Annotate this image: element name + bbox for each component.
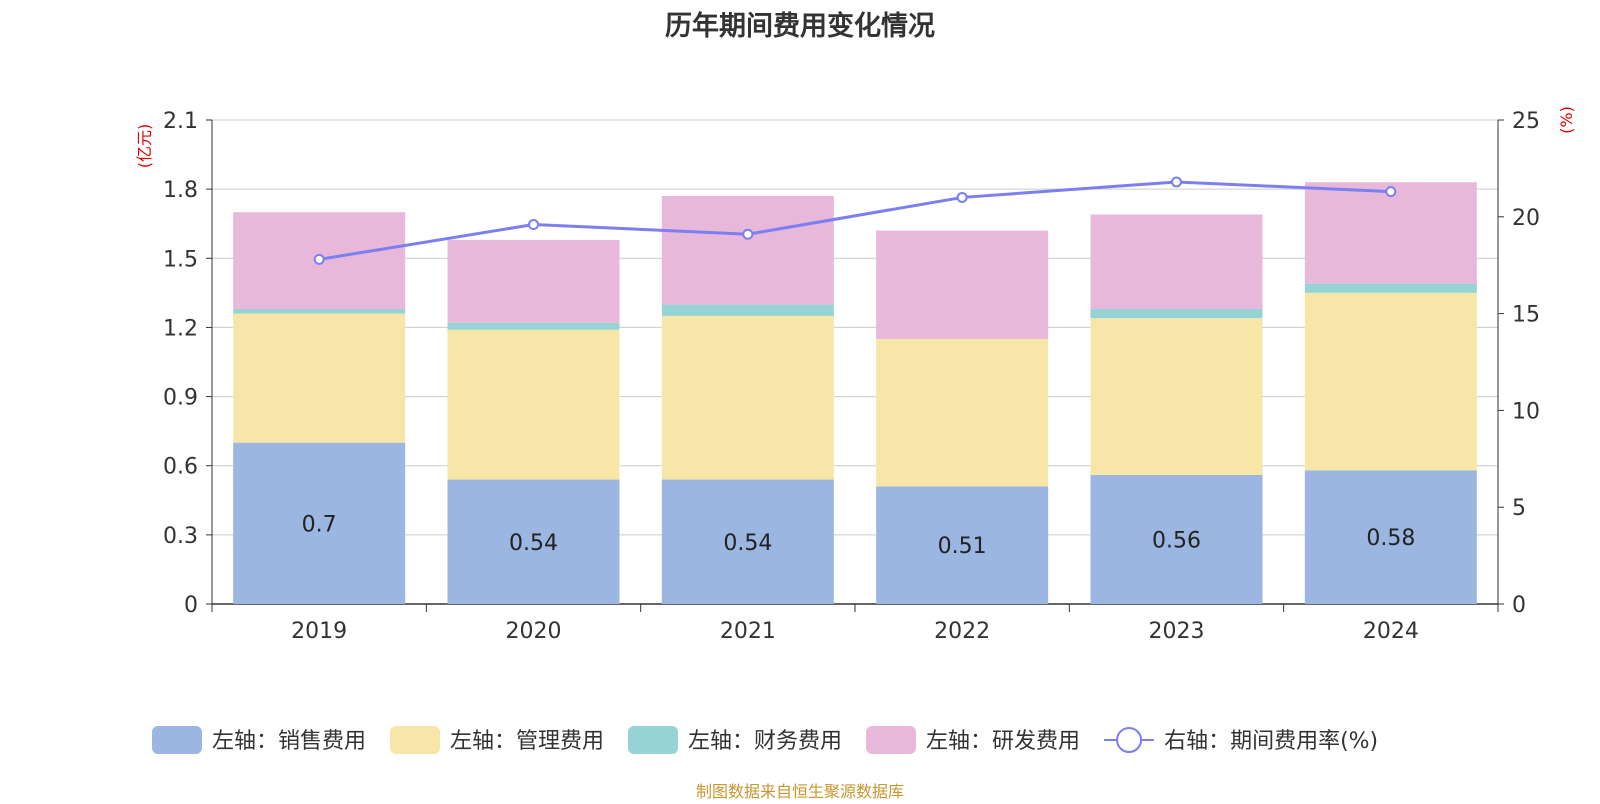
- chart-title: 历年期间费用变化情况: [665, 11, 935, 42]
- y-left-tick-label: 0.9: [163, 386, 198, 411]
- y-right-tick-label: 0: [1512, 593, 1526, 618]
- bar-segment-2: [233, 313, 406, 443]
- rate-point: [528, 219, 539, 231]
- y-left-tick-label: 0.3: [163, 524, 198, 549]
- legend-label: 左轴：销售费用: [212, 729, 366, 754]
- y-left-tick-label: 2.1: [163, 109, 198, 134]
- bar-segment-2: [661, 315, 834, 480]
- y-right-tick-label: 15: [1512, 303, 1540, 328]
- bar-segment-1: [661, 479, 834, 604]
- rate-line: [318, 180, 1391, 261]
- rate-point: [1385, 186, 1397, 198]
- data-label: 0.51: [938, 534, 987, 559]
- x-tick-label: 2020: [506, 619, 562, 644]
- bar-segment-3: [1090, 308, 1263, 319]
- bar-segment-3: [1304, 283, 1477, 293]
- legend-label: 左轴：管理费用: [450, 729, 604, 754]
- bar-segment-1: [1304, 470, 1477, 604]
- bar-segment-3: [447, 322, 620, 330]
- y-left-tick-label: 0: [184, 593, 198, 618]
- y-right-tick-label: 5: [1512, 496, 1526, 521]
- x-tick-label: 2023: [1149, 619, 1205, 644]
- x-tick-label: 2022: [934, 619, 990, 644]
- bar-segment-1: [233, 442, 406, 604]
- legend-swatch-2: [390, 726, 441, 754]
- legend-swatch-1: [152, 726, 202, 754]
- data-label: 0.7: [302, 512, 337, 537]
- bar-segment-4: [1304, 182, 1477, 284]
- legend-marker-swatch: [1116, 727, 1143, 753]
- bar-segment-4: [1090, 214, 1263, 309]
- legend-label: 右轴：期间费用率(%): [1164, 729, 1378, 754]
- y-right-tick-label: 20: [1512, 206, 1540, 231]
- x-tick-label: 2024: [1363, 619, 1419, 644]
- legend-label: 左轴：财务费用: [688, 729, 842, 754]
- x-tick-label: 2019: [291, 619, 347, 644]
- x-tick-label: 2021: [720, 619, 776, 644]
- y-left-tick-label: 1.2: [163, 316, 198, 341]
- bar-segment-2: [1090, 318, 1263, 475]
- rate-point: [956, 191, 968, 203]
- y-left-tick-label: 1.5: [163, 247, 198, 272]
- rate-point: [1171, 176, 1182, 188]
- rate-point: [313, 253, 325, 265]
- bar-segment-3: [233, 308, 406, 314]
- y-left-axis-label: (亿元): [135, 124, 154, 169]
- y-right-tick-label: 10: [1512, 399, 1540, 424]
- y-left-tick-label: 1.8: [163, 178, 198, 203]
- legend-label: 左轴：研发费用: [926, 729, 1080, 754]
- bar-segment-1: [876, 486, 1049, 604]
- y-right-axis-label: (%): [1557, 106, 1576, 134]
- bar-segment-1: [1090, 474, 1263, 604]
- bar-segment-2: [447, 329, 620, 480]
- rate-point: [742, 228, 754, 240]
- y-right-tick-label: 25: [1512, 109, 1540, 134]
- data-label: 0.54: [723, 531, 772, 556]
- bar-segment-4: [661, 196, 834, 305]
- data-label: 0.58: [1366, 526, 1415, 551]
- legend-swatch-3: [628, 726, 679, 754]
- legend-swatch-4: [866, 726, 917, 754]
- bar-segment-2: [876, 338, 1049, 487]
- bar-segment-2: [1304, 292, 1477, 471]
- y-left-tick-label: 0.6: [163, 455, 198, 480]
- bar-segment-3: [661, 304, 834, 316]
- data-label: 0.56: [1152, 528, 1201, 553]
- bar-segment-4: [447, 239, 620, 323]
- bar-segment-4: [876, 230, 1049, 339]
- bar-segment-1: [447, 479, 620, 604]
- data-label: 0.54: [509, 531, 558, 556]
- source-note: 制图数据来自恒生聚源数据库: [695, 782, 904, 801]
